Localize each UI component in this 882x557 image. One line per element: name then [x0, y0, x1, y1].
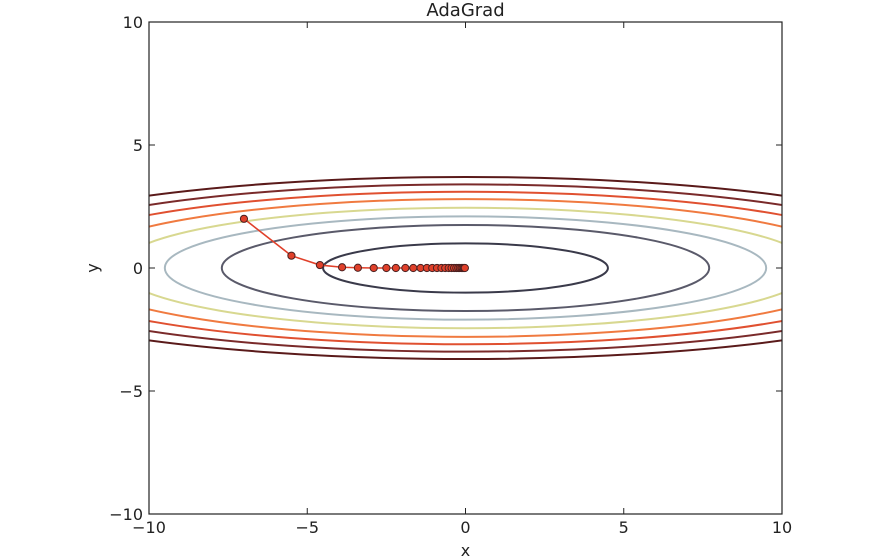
trajectory-point	[239, 214, 249, 223]
x-tick-label: 10	[772, 518, 792, 537]
axis-ticks: −10 −5 0 5 10 −10 −5 0 5 10	[109, 13, 792, 537]
trajectory-point	[391, 263, 400, 273]
trajectory-point	[460, 263, 469, 273]
contour-level-7	[149, 176, 782, 360]
contour-level-1	[220, 223, 711, 313]
y-tick-label: −5	[119, 382, 143, 401]
x-tick-label: 5	[619, 518, 629, 537]
y-tick-label: 10	[123, 13, 143, 32]
contour-lines	[149, 176, 782, 360]
contour-level-0	[322, 242, 609, 294]
trajectory-point	[369, 263, 378, 273]
trajectory-point	[382, 263, 391, 273]
trajectory-point	[401, 263, 410, 273]
y-axis-label: y	[83, 263, 102, 272]
trajectory-point	[337, 263, 347, 272]
contour-level-4	[149, 198, 782, 338]
x-tick-label: −5	[295, 518, 319, 537]
chart-title: AdaGrad	[426, 0, 504, 21]
y-tick-label: 0	[133, 259, 143, 278]
trajectory-point	[409, 263, 418, 273]
x-tick-label: −10	[132, 518, 166, 537]
trajectory-point	[287, 251, 296, 260]
x-tick-label: 0	[460, 518, 470, 537]
contour-level-6	[149, 183, 782, 353]
y-tick-label: 5	[133, 136, 143, 155]
y-tick-label: −10	[109, 505, 143, 524]
contour-level-5	[149, 190, 782, 346]
trajectory-point	[353, 263, 362, 272]
trajectory-point	[315, 260, 325, 270]
optimization-trajectory	[239, 214, 469, 273]
contour-level-3	[149, 206, 782, 330]
contour-level-2	[163, 215, 768, 321]
x-axis-label: x	[461, 541, 470, 557]
